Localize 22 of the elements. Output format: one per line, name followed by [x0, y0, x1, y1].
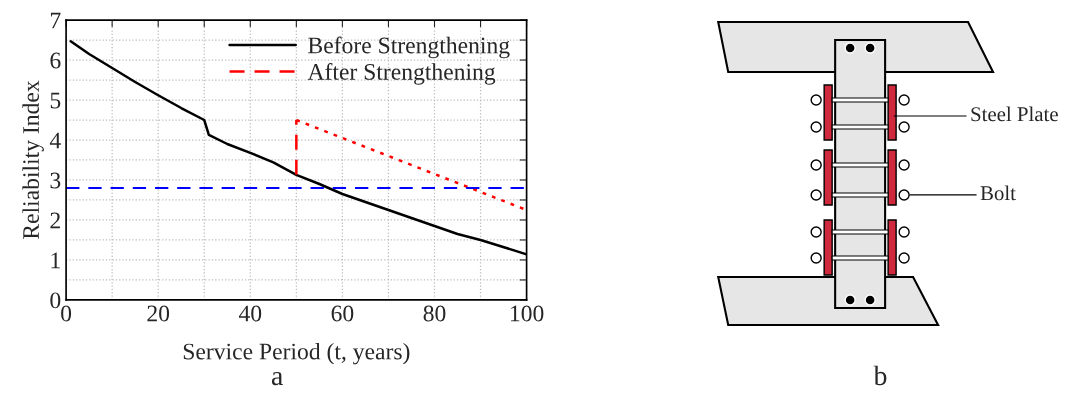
y-tick-label: 3: [50, 172, 61, 189]
text: Steel Plate: [971, 106, 1058, 122]
x-tick-label: 20: [147, 305, 170, 322]
x-axis-title: Service Period (t, years): [183, 342, 410, 365]
legend-label: After Strengthening: [307, 63, 496, 85]
y-tick-label: 1: [51, 252, 60, 269]
y-tick-label: 0: [50, 292, 61, 309]
y-tick-label: 2: [50, 212, 60, 229]
text: Bolt: [980, 185, 1016, 201]
y-tick-label: 7: [50, 12, 61, 29]
x-tick-label: 60: [331, 305, 354, 322]
y-tick-label: 6: [50, 52, 61, 69]
y-axis-title: Reliability Index: [22, 80, 44, 239]
text: a: [271, 371, 283, 386]
x-tick-label: 40: [238, 305, 262, 322]
text: b: [873, 365, 887, 386]
x-tick-label: 80: [423, 305, 446, 322]
y-tick-label: 4: [49, 132, 61, 149]
legend-label: Before Strengthening: [308, 36, 510, 59]
y-tick-label: 5: [50, 92, 61, 109]
x-tick-label: 0: [61, 305, 72, 322]
x-tick-label: 100: [510, 305, 544, 322]
